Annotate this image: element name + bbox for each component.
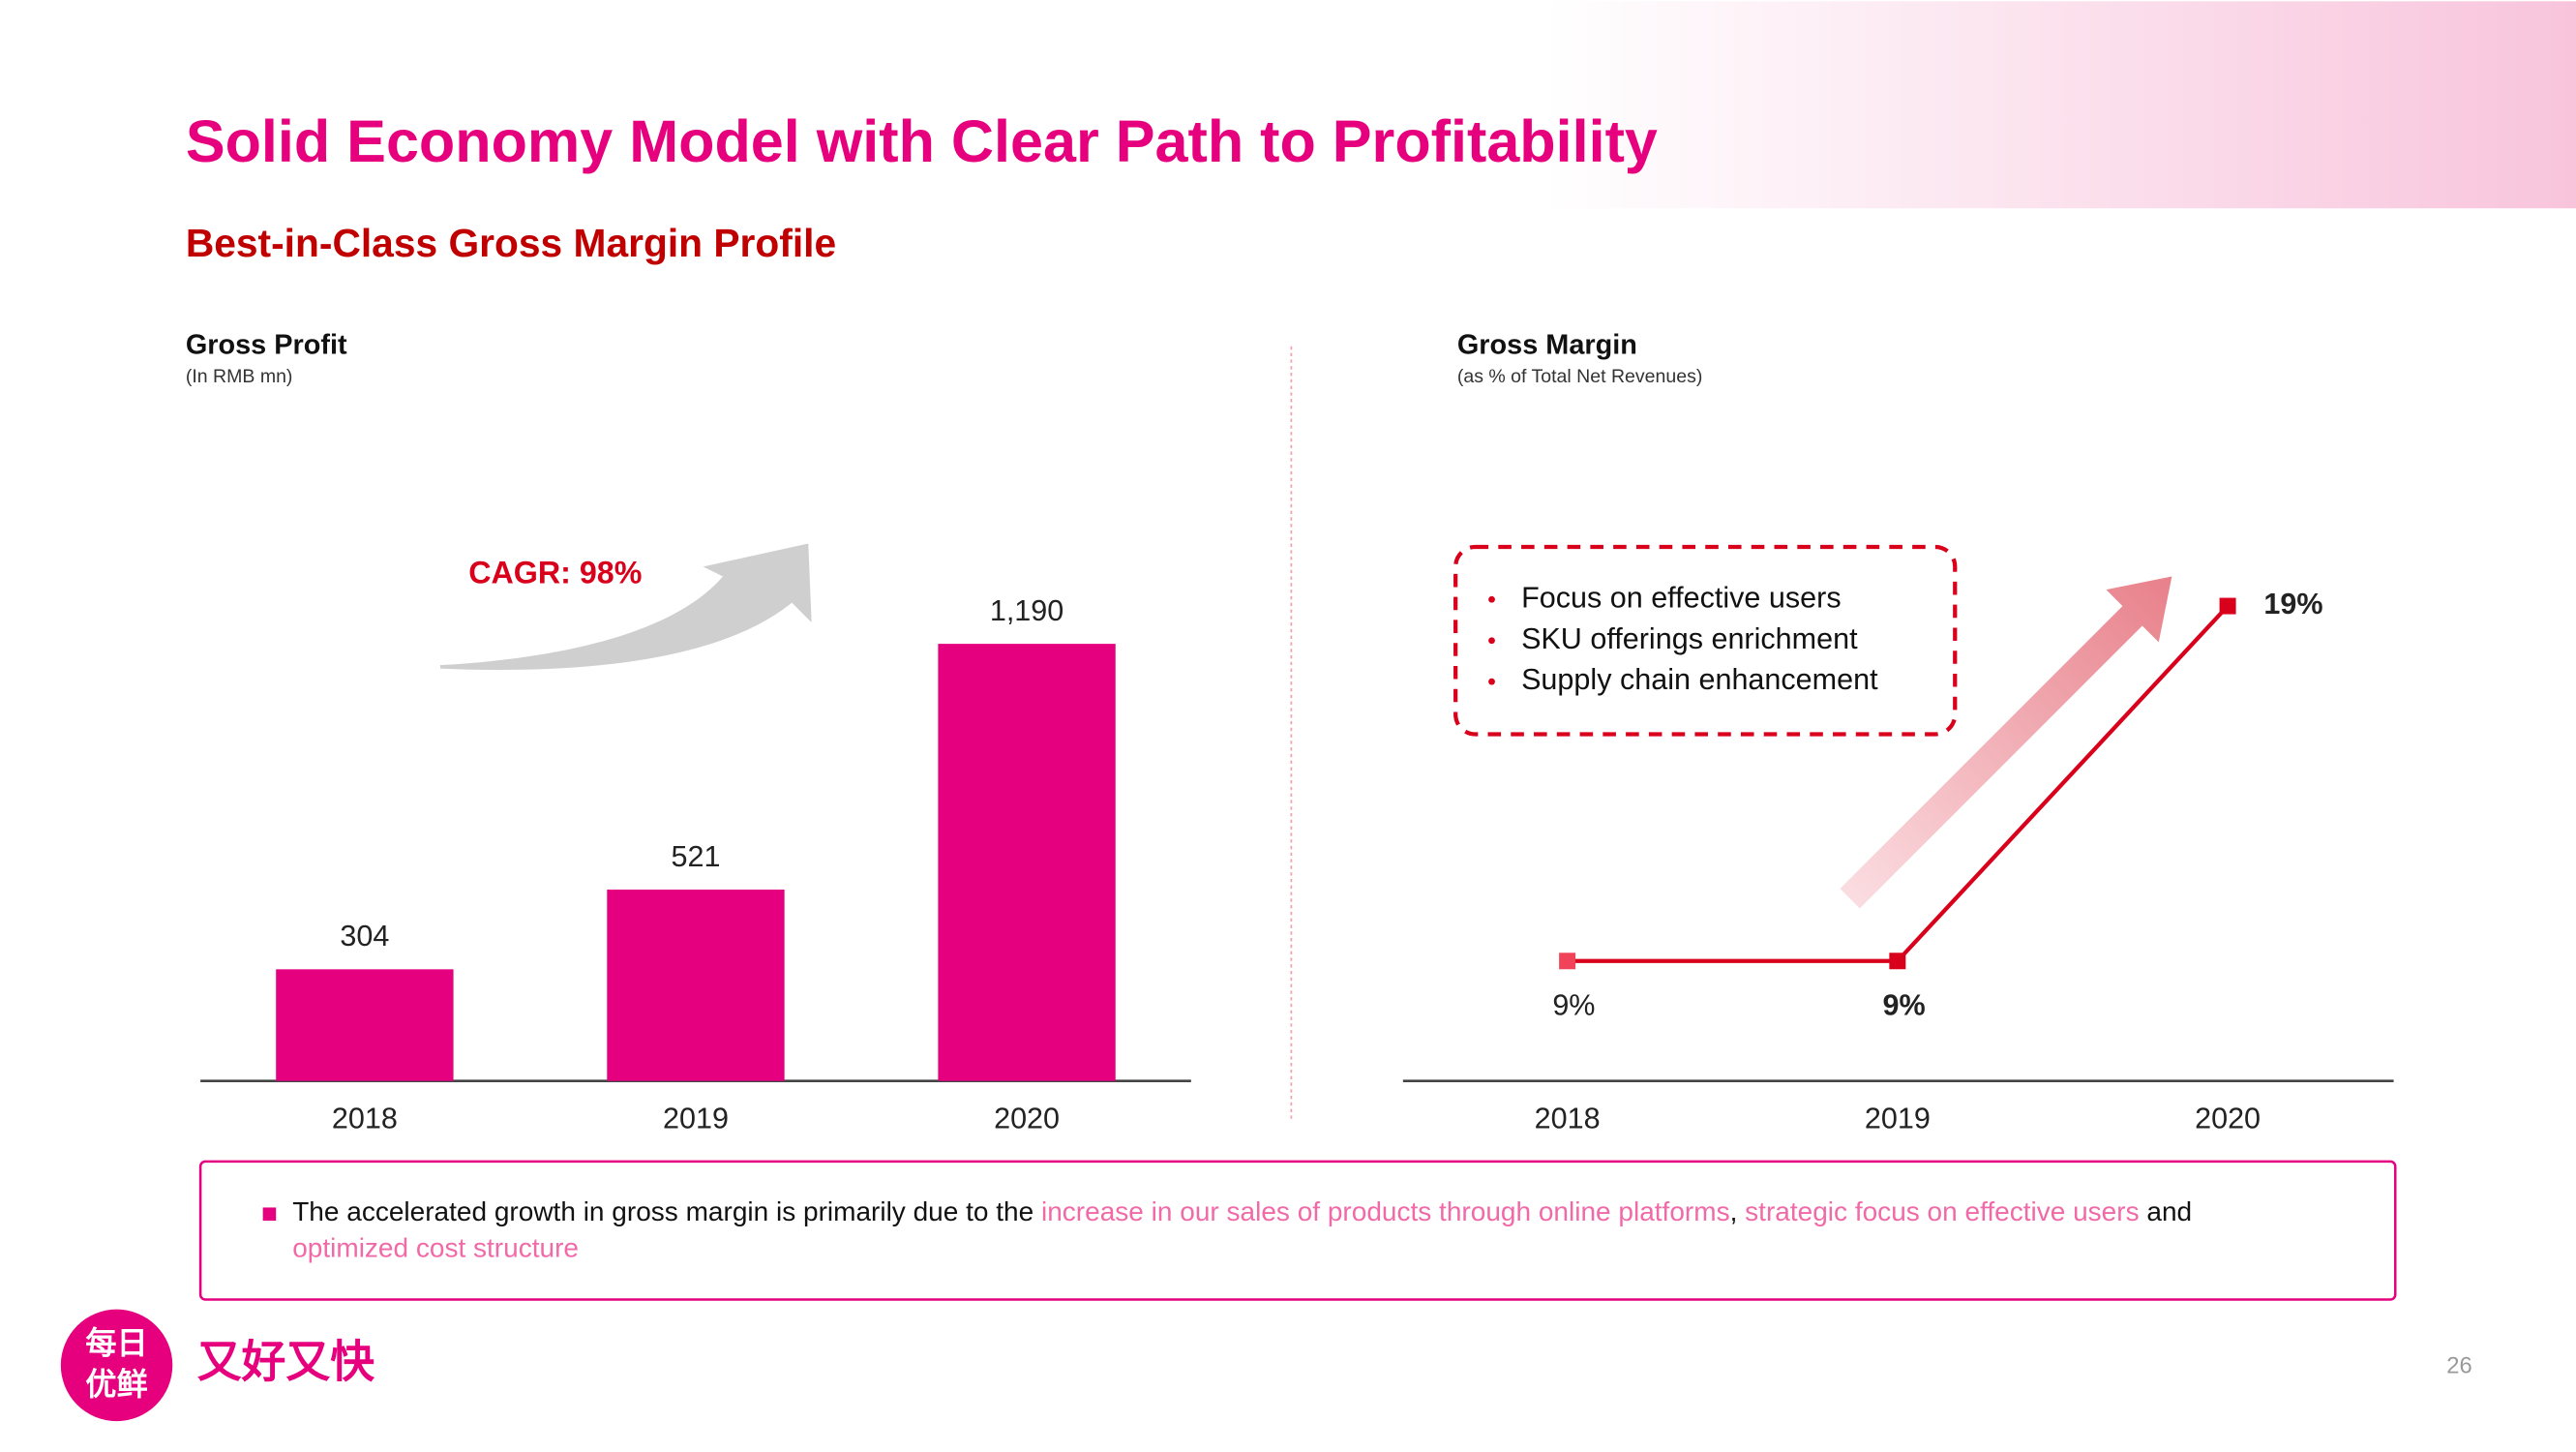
point — [1889, 953, 1906, 970]
bar — [607, 889, 785, 1081]
value-label: 19% — [2263, 588, 2322, 620]
value-label: 1,190 — [990, 594, 1063, 627]
footnote-bullet — [262, 1207, 277, 1222]
value-label: 304 — [340, 920, 389, 953]
slogan: 又好又快 — [197, 1338, 375, 1387]
chart-subtitle: (as % of Total Net Revenues) — [1457, 366, 1702, 387]
logo — [60, 1309, 173, 1422]
chart-subtitle: (In RMB mn) — [186, 366, 293, 387]
x-tick-label: 2018 — [1535, 1103, 1601, 1135]
value-label: 521 — [671, 840, 720, 873]
annotation-bullet — [1488, 637, 1495, 645]
title: Solid Economy Model with Clear Path to P… — [186, 108, 1658, 174]
value-label: 9% — [1883, 988, 1926, 1021]
bar — [938, 644, 1116, 1081]
chart-title: Gross Margin — [1457, 329, 1637, 360]
annotation-box — [1453, 544, 1958, 737]
x-tick-label: 2019 — [663, 1103, 729, 1135]
header-bg — [0, 1, 2576, 209]
cagr-arrow — [439, 543, 812, 670]
value-label: 9% — [1552, 988, 1595, 1021]
subtitle: Best-in-Class Gross Margin Profile — [186, 221, 836, 265]
point — [1559, 953, 1576, 970]
footnote-part: The accelerated growth in gross margin i… — [292, 1197, 1041, 1227]
annotation-item: Supply chain enhancement — [1521, 663, 1878, 696]
footnote-highlight: strategic focus on effective users — [1745, 1197, 2140, 1227]
footnote-text: The accelerated growth in gross margin i… — [292, 1195, 2263, 1267]
chart-title: Gross Profit — [186, 329, 347, 360]
footnote-part: and — [2139, 1197, 2193, 1227]
growth-arrow — [1840, 576, 2172, 909]
x-tick-label: 2018 — [332, 1103, 398, 1135]
x-tick-label: 2020 — [2195, 1103, 2261, 1135]
footnote-box — [198, 1160, 2397, 1301]
x-tick-label: 2019 — [1865, 1103, 1931, 1135]
footnote: The accelerated growth in gross margin i… — [292, 1195, 2263, 1267]
logo-text: 优鲜 — [85, 1367, 148, 1402]
footnote-highlight: increase in our sales of products throug… — [1040, 1197, 1730, 1227]
cagr-label: CAGR: 98% — [468, 555, 642, 590]
bar — [276, 969, 454, 1081]
footnote-part: , — [1729, 1197, 1746, 1227]
line — [1567, 604, 2230, 963]
point — [2219, 597, 2236, 615]
page-number: 26 — [2446, 1352, 2471, 1378]
annotation-item: Focus on effective users — [1521, 581, 1842, 614]
annotation-item: SKU offerings enrichment — [1521, 622, 1858, 655]
footnote-highlight: optimized cost structure — [292, 1233, 579, 1264]
logo-text: 每日 — [85, 1326, 148, 1361]
annotation-bullet — [1488, 678, 1495, 685]
x-tick-label: 2020 — [994, 1103, 1060, 1135]
annotation-bullet — [1488, 595, 1495, 603]
